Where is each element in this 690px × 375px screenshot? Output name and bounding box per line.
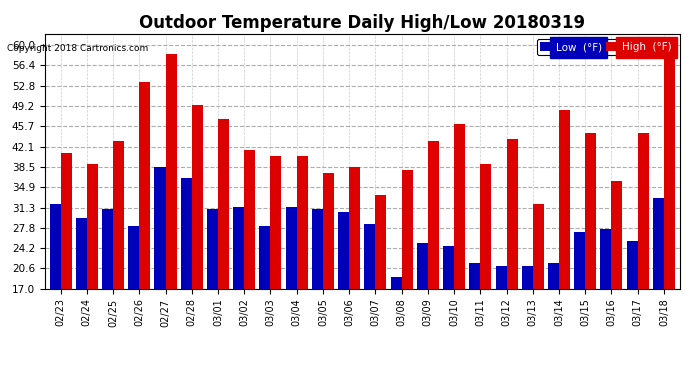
- Bar: [87, 164, 98, 289]
- Legend: Low  (°F), High  (°F): Low (°F), High (°F): [537, 39, 674, 56]
- Bar: [50, 204, 61, 289]
- Bar: [312, 209, 323, 289]
- Bar: [155, 167, 166, 289]
- Bar: [139, 82, 150, 289]
- Bar: [506, 139, 518, 289]
- Bar: [664, 39, 675, 289]
- Bar: [349, 167, 360, 289]
- Bar: [323, 172, 334, 289]
- Bar: [469, 263, 480, 289]
- Bar: [522, 266, 533, 289]
- Bar: [270, 156, 282, 289]
- Bar: [128, 226, 139, 289]
- Bar: [627, 241, 638, 289]
- Bar: [559, 110, 570, 289]
- Bar: [480, 164, 491, 289]
- Bar: [102, 209, 113, 289]
- Bar: [244, 150, 255, 289]
- Bar: [402, 170, 413, 289]
- Bar: [454, 124, 465, 289]
- Bar: [574, 232, 585, 289]
- Title: Outdoor Temperature Daily High/Low 20180319: Outdoor Temperature Daily High/Low 20180…: [139, 14, 585, 32]
- Bar: [218, 119, 229, 289]
- Bar: [364, 224, 375, 289]
- Bar: [600, 229, 611, 289]
- Bar: [653, 198, 664, 289]
- Bar: [375, 195, 386, 289]
- Bar: [585, 133, 596, 289]
- Bar: [233, 207, 244, 289]
- Bar: [428, 141, 439, 289]
- Bar: [495, 266, 506, 289]
- Bar: [207, 209, 218, 289]
- Bar: [61, 153, 72, 289]
- Bar: [638, 133, 649, 289]
- Bar: [297, 156, 308, 289]
- Bar: [113, 141, 124, 289]
- Bar: [192, 105, 203, 289]
- Bar: [181, 178, 192, 289]
- Bar: [391, 278, 402, 289]
- Bar: [259, 226, 270, 289]
- Bar: [533, 204, 544, 289]
- Bar: [443, 246, 454, 289]
- Bar: [166, 54, 177, 289]
- Text: Copyright 2018 Cartronics.com: Copyright 2018 Cartronics.com: [7, 44, 148, 52]
- Bar: [417, 243, 428, 289]
- Bar: [76, 218, 87, 289]
- Bar: [611, 181, 622, 289]
- Bar: [286, 207, 297, 289]
- Bar: [548, 263, 559, 289]
- Bar: [338, 212, 349, 289]
